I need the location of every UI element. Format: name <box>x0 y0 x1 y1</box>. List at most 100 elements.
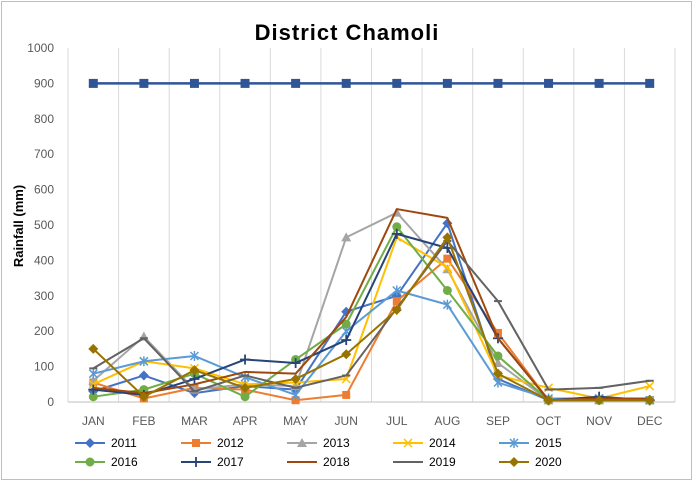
point-reference-mar <box>189 78 199 88</box>
point-2017-apr <box>240 354 251 365</box>
legend-item-2011: 2011 <box>75 436 137 450</box>
y-axis-label: Rainfall (mm) <box>11 185 26 267</box>
x-tick-label-jul: JUL <box>386 414 408 428</box>
x-tick-label-feb: FEB <box>132 414 155 428</box>
series-layer <box>88 78 655 406</box>
y-tick-label: 600 <box>34 183 54 197</box>
point-2016-apr <box>240 392 250 402</box>
legend-label: 2014 <box>429 436 456 450</box>
point-2020-jul <box>391 304 402 315</box>
point-reference-apr <box>240 78 250 88</box>
legend-swatch-marker <box>192 439 200 447</box>
legend-item-2020: 2020 <box>499 455 562 469</box>
chart-title: District Chamoli <box>255 20 440 45</box>
point-2020-nov <box>594 395 605 406</box>
legend-item-2015: 2015 <box>499 436 562 450</box>
point-2013-jun <box>341 232 352 242</box>
y-tick-label: 500 <box>34 218 54 232</box>
series-2019 <box>89 239 654 393</box>
legend-item-2014: 2014 <box>393 436 456 450</box>
point-2016-aug <box>442 285 452 295</box>
point-2017-jul <box>391 228 402 239</box>
point-2015-sep <box>493 377 503 388</box>
legend-item-2016: 2016 <box>75 455 138 469</box>
point-2015-jul <box>392 285 402 296</box>
point-2016-sep <box>493 351 503 361</box>
point-2020-sep <box>492 368 503 379</box>
point-2016-jun <box>341 319 351 329</box>
point-2020-feb <box>138 391 149 402</box>
legend-label: 2020 <box>535 455 562 469</box>
point-2015-may <box>291 389 301 400</box>
point-reference-aug <box>442 78 452 88</box>
x-tick-label-oct: OCT <box>536 414 562 428</box>
point-2011-jun <box>341 306 352 317</box>
y-tick-label: 100 <box>34 360 54 374</box>
y-tick-label: 900 <box>34 76 54 90</box>
point-reference-dec <box>645 78 655 88</box>
legend-label: 2017 <box>217 455 244 469</box>
y-tick-label: 300 <box>34 289 54 303</box>
x-tick-label-jan: JAN <box>82 414 105 428</box>
point-2014-dec <box>645 381 655 391</box>
point-2017-mar <box>189 373 200 384</box>
y-tick-label: 200 <box>34 324 54 338</box>
legend-item-2012: 2012 <box>181 436 244 450</box>
point-2020-aug <box>442 232 453 243</box>
point-2020-apr <box>240 382 251 393</box>
legend-swatch-marker <box>85 457 95 467</box>
point-2020-jun <box>341 349 352 360</box>
point-2020-may <box>290 373 301 384</box>
point-2015-mar <box>189 350 199 361</box>
series-line-2019 <box>92 239 650 393</box>
point-2012-may <box>291 396 300 405</box>
point-2012-jul <box>392 297 401 306</box>
legend-swatch-marker <box>191 457 201 467</box>
y-tick-label: 0 <box>47 395 54 409</box>
point-reference-jul <box>392 78 402 88</box>
point-2020-oct <box>543 395 554 406</box>
y-tick-label: 1000 <box>27 41 54 55</box>
legend-swatch-marker <box>85 438 95 448</box>
point-2014-jan <box>88 379 98 389</box>
point-2020-dec <box>644 395 655 406</box>
x-tick-label-mar: MAR <box>181 414 208 428</box>
point-2017-jun <box>341 335 352 346</box>
point-2015-jan <box>88 368 98 379</box>
x-tick-label-sep: SEP <box>486 414 510 428</box>
point-reference-feb <box>139 78 149 88</box>
point-2016-jan <box>88 392 98 402</box>
legend-swatch-marker <box>509 438 519 448</box>
point-reference-jan <box>88 78 98 88</box>
legend-label: 2011 <box>111 436 137 450</box>
y-tick-label: 800 <box>34 112 54 126</box>
point-2017-jan <box>88 384 99 395</box>
point-reference-oct <box>544 78 554 88</box>
series-line-2020 <box>92 236 650 402</box>
legend-label: 2018 <box>323 455 350 469</box>
y-tick-label: 700 <box>34 147 54 161</box>
point-2012-aug <box>443 254 452 263</box>
point-2020-mar <box>189 365 200 376</box>
x-tick-label-aug: AUG <box>434 414 460 428</box>
legend-label: 2019 <box>429 455 456 469</box>
point-reference-jun <box>341 78 351 88</box>
x-tick-label-apr: APR <box>233 414 258 428</box>
legend-label: 2013 <box>323 436 350 450</box>
series-2020 <box>88 232 655 406</box>
legend-swatch-marker <box>403 438 413 448</box>
x-tick-label-dec: DEC <box>637 414 663 428</box>
point-2016-jul <box>392 222 402 232</box>
point-reference-nov <box>594 78 604 88</box>
x-tick-label-jun: JUN <box>335 414 358 428</box>
point-2012-sep <box>493 328 502 337</box>
point-2011-feb <box>138 370 149 381</box>
y-tick-label: 400 <box>34 253 54 267</box>
point-2017-may <box>290 358 301 369</box>
legend-label: 2016 <box>111 455 138 469</box>
point-2020-jan <box>88 343 99 354</box>
x-tick-label-nov: NOV <box>586 414 612 428</box>
legend-swatch-marker <box>297 438 307 447</box>
point-2015-aug <box>442 299 452 310</box>
